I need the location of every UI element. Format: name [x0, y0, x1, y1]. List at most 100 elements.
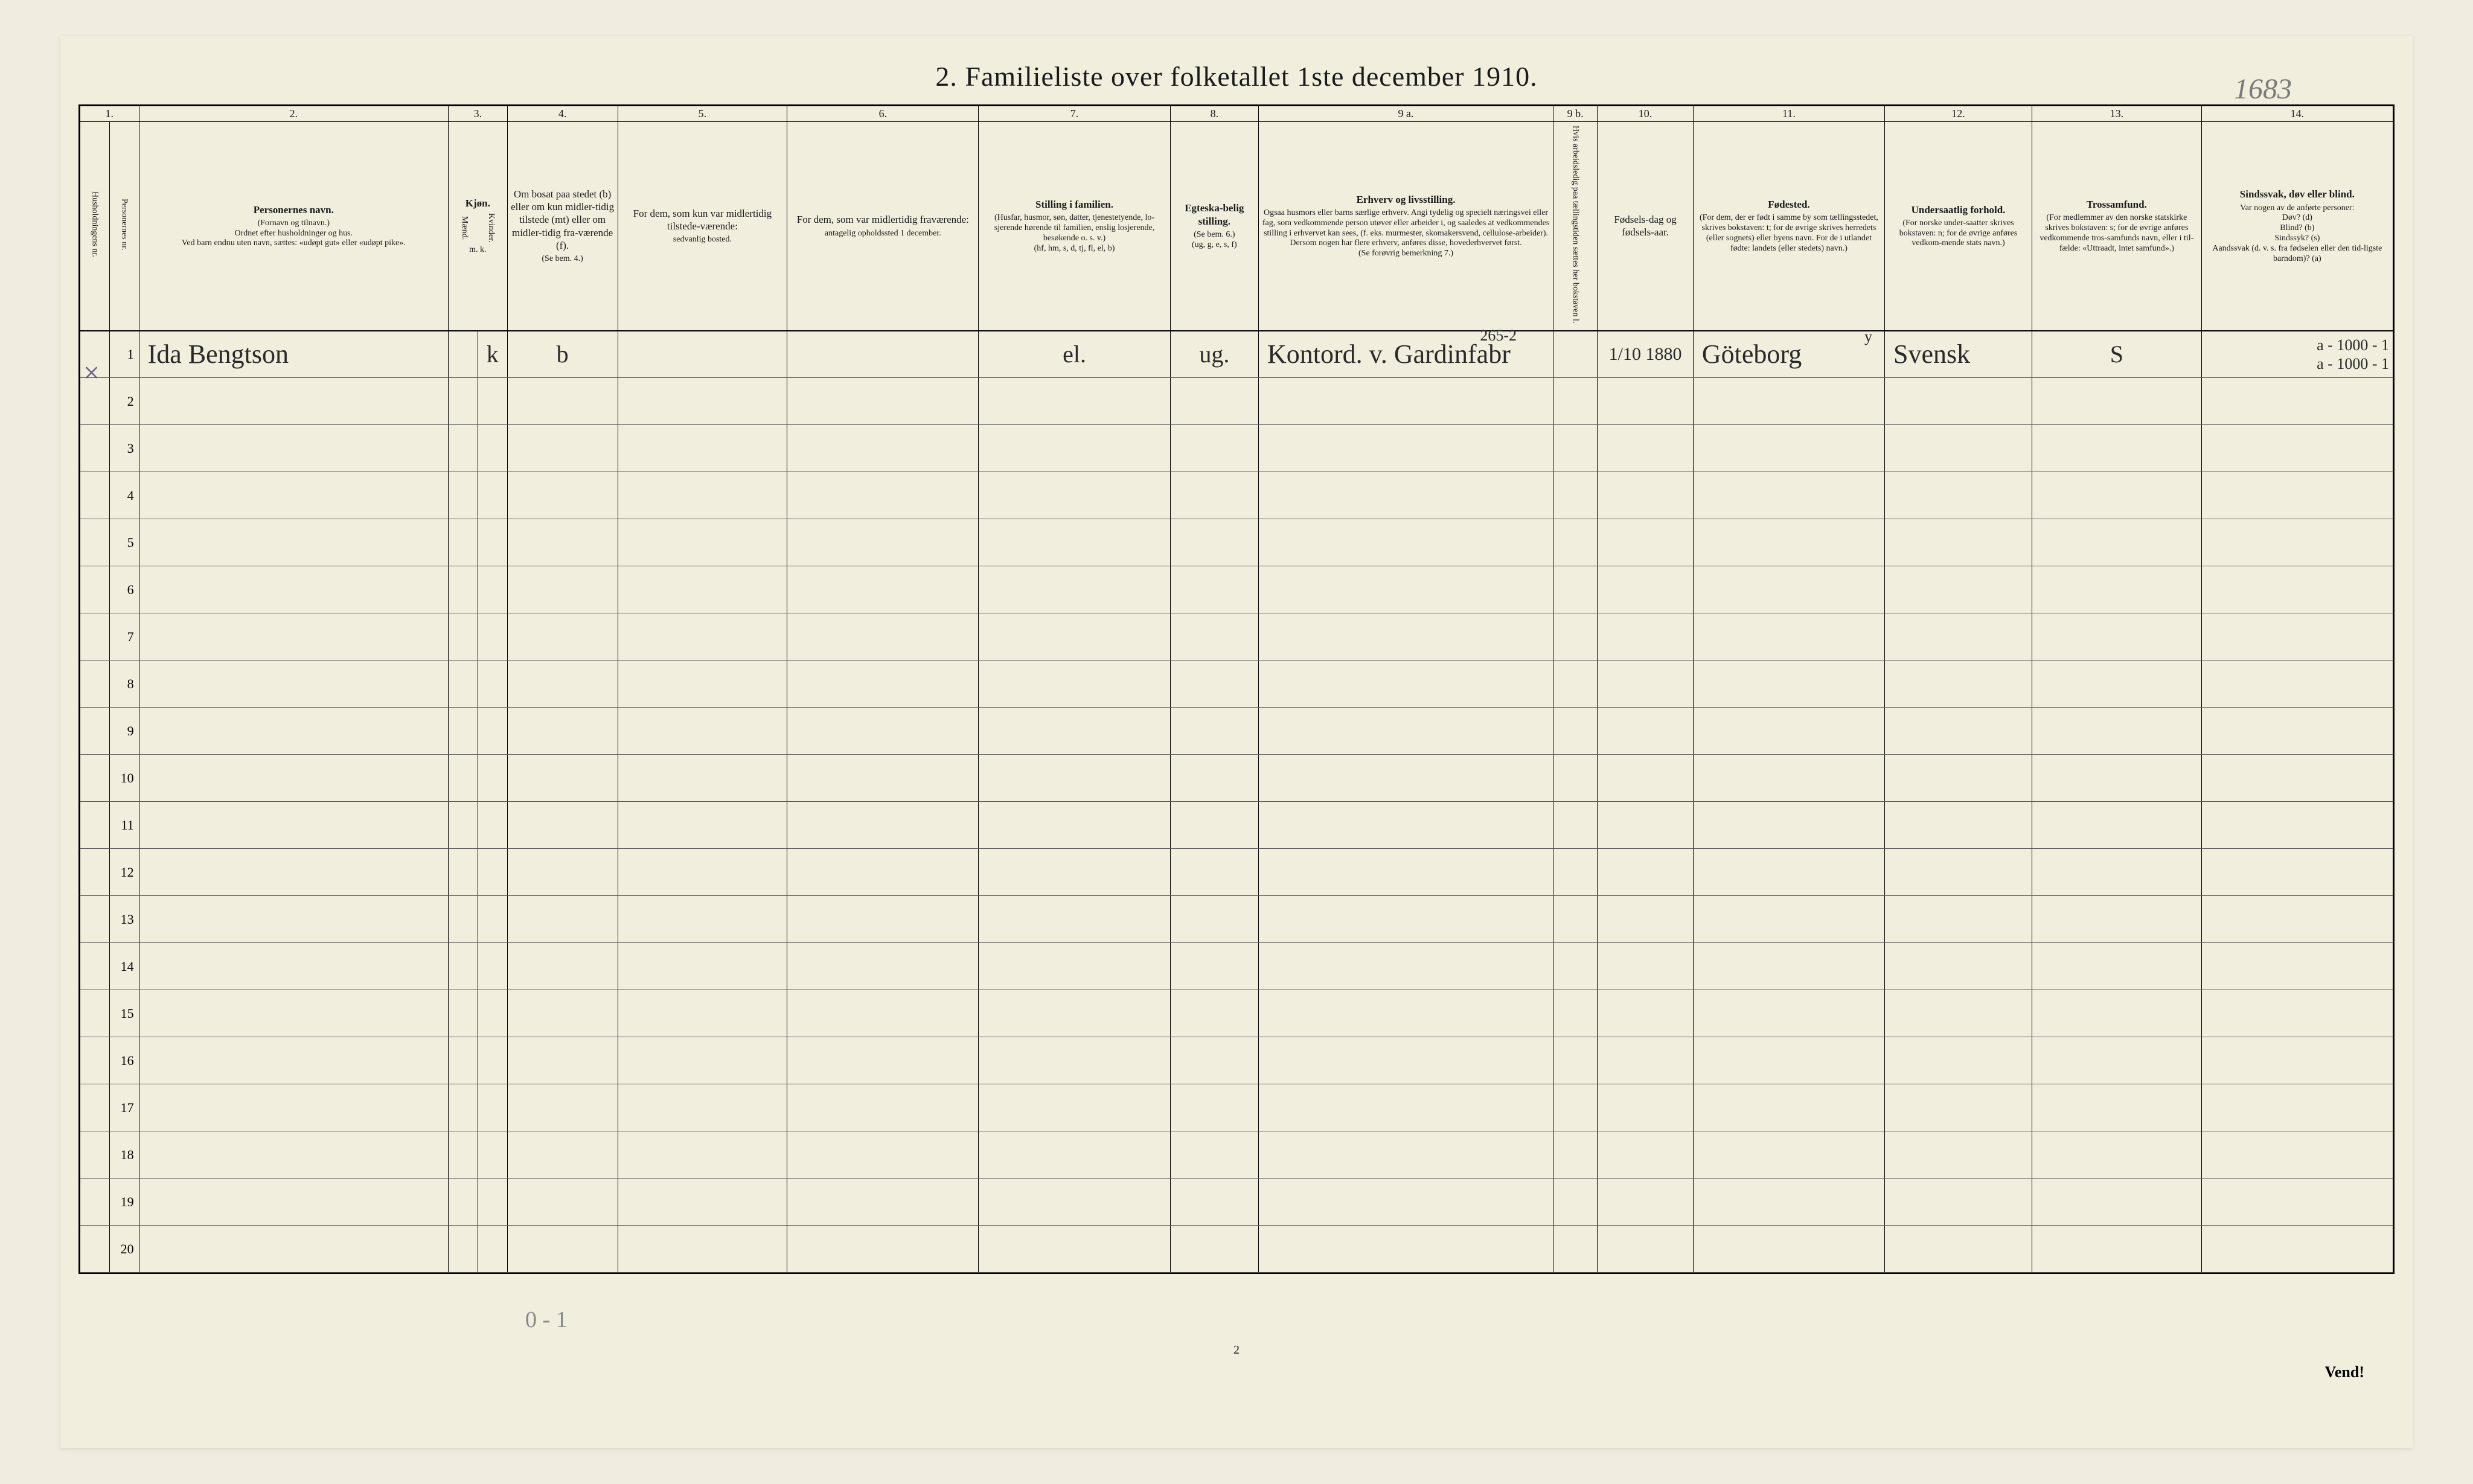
- cell-c9b: [1553, 331, 1598, 378]
- hdr-c4-title: Om bosat paa stedet (b) eller om kun mid…: [511, 188, 614, 251]
- cell-household: [80, 755, 110, 802]
- cell-empty: [478, 566, 507, 613]
- cell-rownum: 2: [109, 378, 139, 425]
- cell-empty: [618, 378, 787, 425]
- data-row-empty: 13: [80, 896, 2393, 943]
- cell-c6: [787, 331, 979, 378]
- cell-empty: [618, 519, 787, 566]
- cell-empty: [449, 519, 478, 566]
- cell-empty: [1170, 378, 1258, 425]
- cell-empty: [2201, 708, 2393, 755]
- cell-rownum: 6: [109, 566, 139, 613]
- cell-empty: [1553, 896, 1598, 943]
- cell-empty: [1885, 378, 2032, 425]
- cell-empty: [618, 566, 787, 613]
- cell-rownum: 12: [109, 849, 139, 896]
- cell-rownum: 4: [109, 472, 139, 519]
- data-row-empty: 11: [80, 802, 2393, 849]
- cell-empty: [787, 472, 979, 519]
- cell-rownum: 9: [109, 708, 139, 755]
- cell-empty: [1885, 1131, 2032, 1179]
- cell-empty: [1693, 378, 1884, 425]
- table-container: 1. 2. 3. 4. 5. 6. 7. 8. 9 a. 9 b. 10. 11…: [78, 104, 2395, 1274]
- cell-empty: [1553, 1084, 1598, 1131]
- hdr-c4: Om bosat paa stedet (b) eller om kun mid…: [507, 122, 618, 331]
- cell-empty: [787, 802, 979, 849]
- cell-empty: [139, 708, 448, 755]
- cell-empty: [979, 1131, 1170, 1179]
- cell-empty: [2201, 755, 2393, 802]
- cell-empty: [478, 1179, 507, 1226]
- cell-empty: [449, 802, 478, 849]
- cell-empty: [139, 1131, 448, 1179]
- data-row-empty: 2: [80, 378, 2393, 425]
- cell-household: [80, 1226, 110, 1273]
- hdr-c13: Trossamfund. (For medlemmer av den norsk…: [2032, 122, 2202, 331]
- cell-c13: S: [2032, 331, 2202, 378]
- cell-empty: [1553, 1226, 1598, 1273]
- cell-empty: [1553, 1179, 1598, 1226]
- cell-rownum: 7: [109, 613, 139, 660]
- hdr-c9b-title: Hvis arbeidsledig paa tællingstiden sætt…: [1570, 126, 1579, 323]
- cell-empty: [139, 660, 448, 708]
- cell-empty: [2032, 566, 2202, 613]
- cell-empty: [1693, 896, 1884, 943]
- cell-empty: [478, 425, 507, 472]
- cell-empty: [1170, 755, 1258, 802]
- cell-empty: [787, 708, 979, 755]
- hdr-c8-title: Egteska-belig stilling.: [1185, 202, 1244, 226]
- cell-household: [80, 990, 110, 1037]
- cell-empty: [1598, 802, 1694, 849]
- cell-empty: [1885, 990, 2032, 1037]
- cell-empty: [507, 519, 618, 566]
- cell-empty: [1170, 896, 1258, 943]
- cell-empty: [1598, 1226, 1694, 1273]
- cell-empty: [2032, 990, 2202, 1037]
- hdr-c6: For dem, som var midlertidig fraværende:…: [787, 122, 979, 331]
- cell-empty: [1259, 708, 1553, 755]
- hdr-c2: Personernes navn. (Fornavn og tilnavn.) …: [139, 122, 448, 331]
- cell-empty: [979, 660, 1170, 708]
- cell-empty: [1598, 1131, 1694, 1179]
- cell-household: [80, 896, 110, 943]
- cell-empty: [1885, 1037, 2032, 1084]
- cell-empty: [507, 802, 618, 849]
- cell-empty: [1598, 990, 1694, 1037]
- cell-empty: [2032, 378, 2202, 425]
- cell-empty: [1693, 1131, 1884, 1179]
- cell-empty: [979, 1226, 1170, 1273]
- cell-empty: [1693, 1037, 1884, 1084]
- hdr-c7-note: (Husfar, husmor, søn, datter, tjenestety…: [981, 213, 1167, 254]
- hdr-c3-k: Kvinder.: [487, 213, 496, 243]
- cell-empty: [507, 990, 618, 1037]
- cell-c9a-text: Kontord. v. Gardinfabr: [1267, 339, 1511, 369]
- cell-empty: [1885, 802, 2032, 849]
- cell-empty: [1885, 1179, 2032, 1226]
- cell-empty: [1259, 613, 1553, 660]
- hdr-c12-title: Undersaatlig forhold.: [1912, 204, 2006, 216]
- cell-empty: [618, 1084, 787, 1131]
- cell-empty: [2032, 1226, 2202, 1273]
- cell-rownum: 8: [109, 660, 139, 708]
- cell-empty: [1693, 519, 1884, 566]
- cell-empty: [507, 849, 618, 896]
- cell-empty: [478, 613, 507, 660]
- cell-empty: [1693, 472, 1884, 519]
- cell-empty: [507, 425, 618, 472]
- cell-empty: [2201, 802, 2393, 849]
- cell-empty: [1598, 708, 1694, 755]
- cell-empty: [139, 1037, 448, 1084]
- cell-empty: [1885, 1084, 2032, 1131]
- cell-empty: [1885, 849, 2032, 896]
- cell-empty: [139, 519, 448, 566]
- cell-household: [80, 566, 110, 613]
- cell-empty: [1259, 990, 1553, 1037]
- header-row: Husholdningens nr. Personernes nr. Perso…: [80, 122, 2393, 331]
- hdr-c5: For dem, som kun var midlertidig tilsted…: [618, 122, 787, 331]
- cell-empty: [507, 566, 618, 613]
- data-row-empty: 19: [80, 1179, 2393, 1226]
- cell-empty: [2032, 755, 2202, 802]
- cell-empty: [979, 708, 1170, 755]
- colnum-13: 13.: [2032, 106, 2202, 122]
- hdr-c4-note: (Se bem. 4.): [510, 254, 615, 264]
